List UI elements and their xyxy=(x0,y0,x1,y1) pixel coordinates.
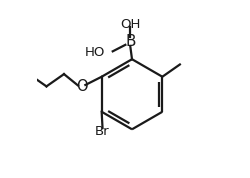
Text: OH: OH xyxy=(120,18,141,31)
Text: Br: Br xyxy=(95,125,110,138)
Text: B: B xyxy=(125,34,136,49)
Text: O: O xyxy=(76,79,87,94)
Text: HO: HO xyxy=(84,46,105,59)
